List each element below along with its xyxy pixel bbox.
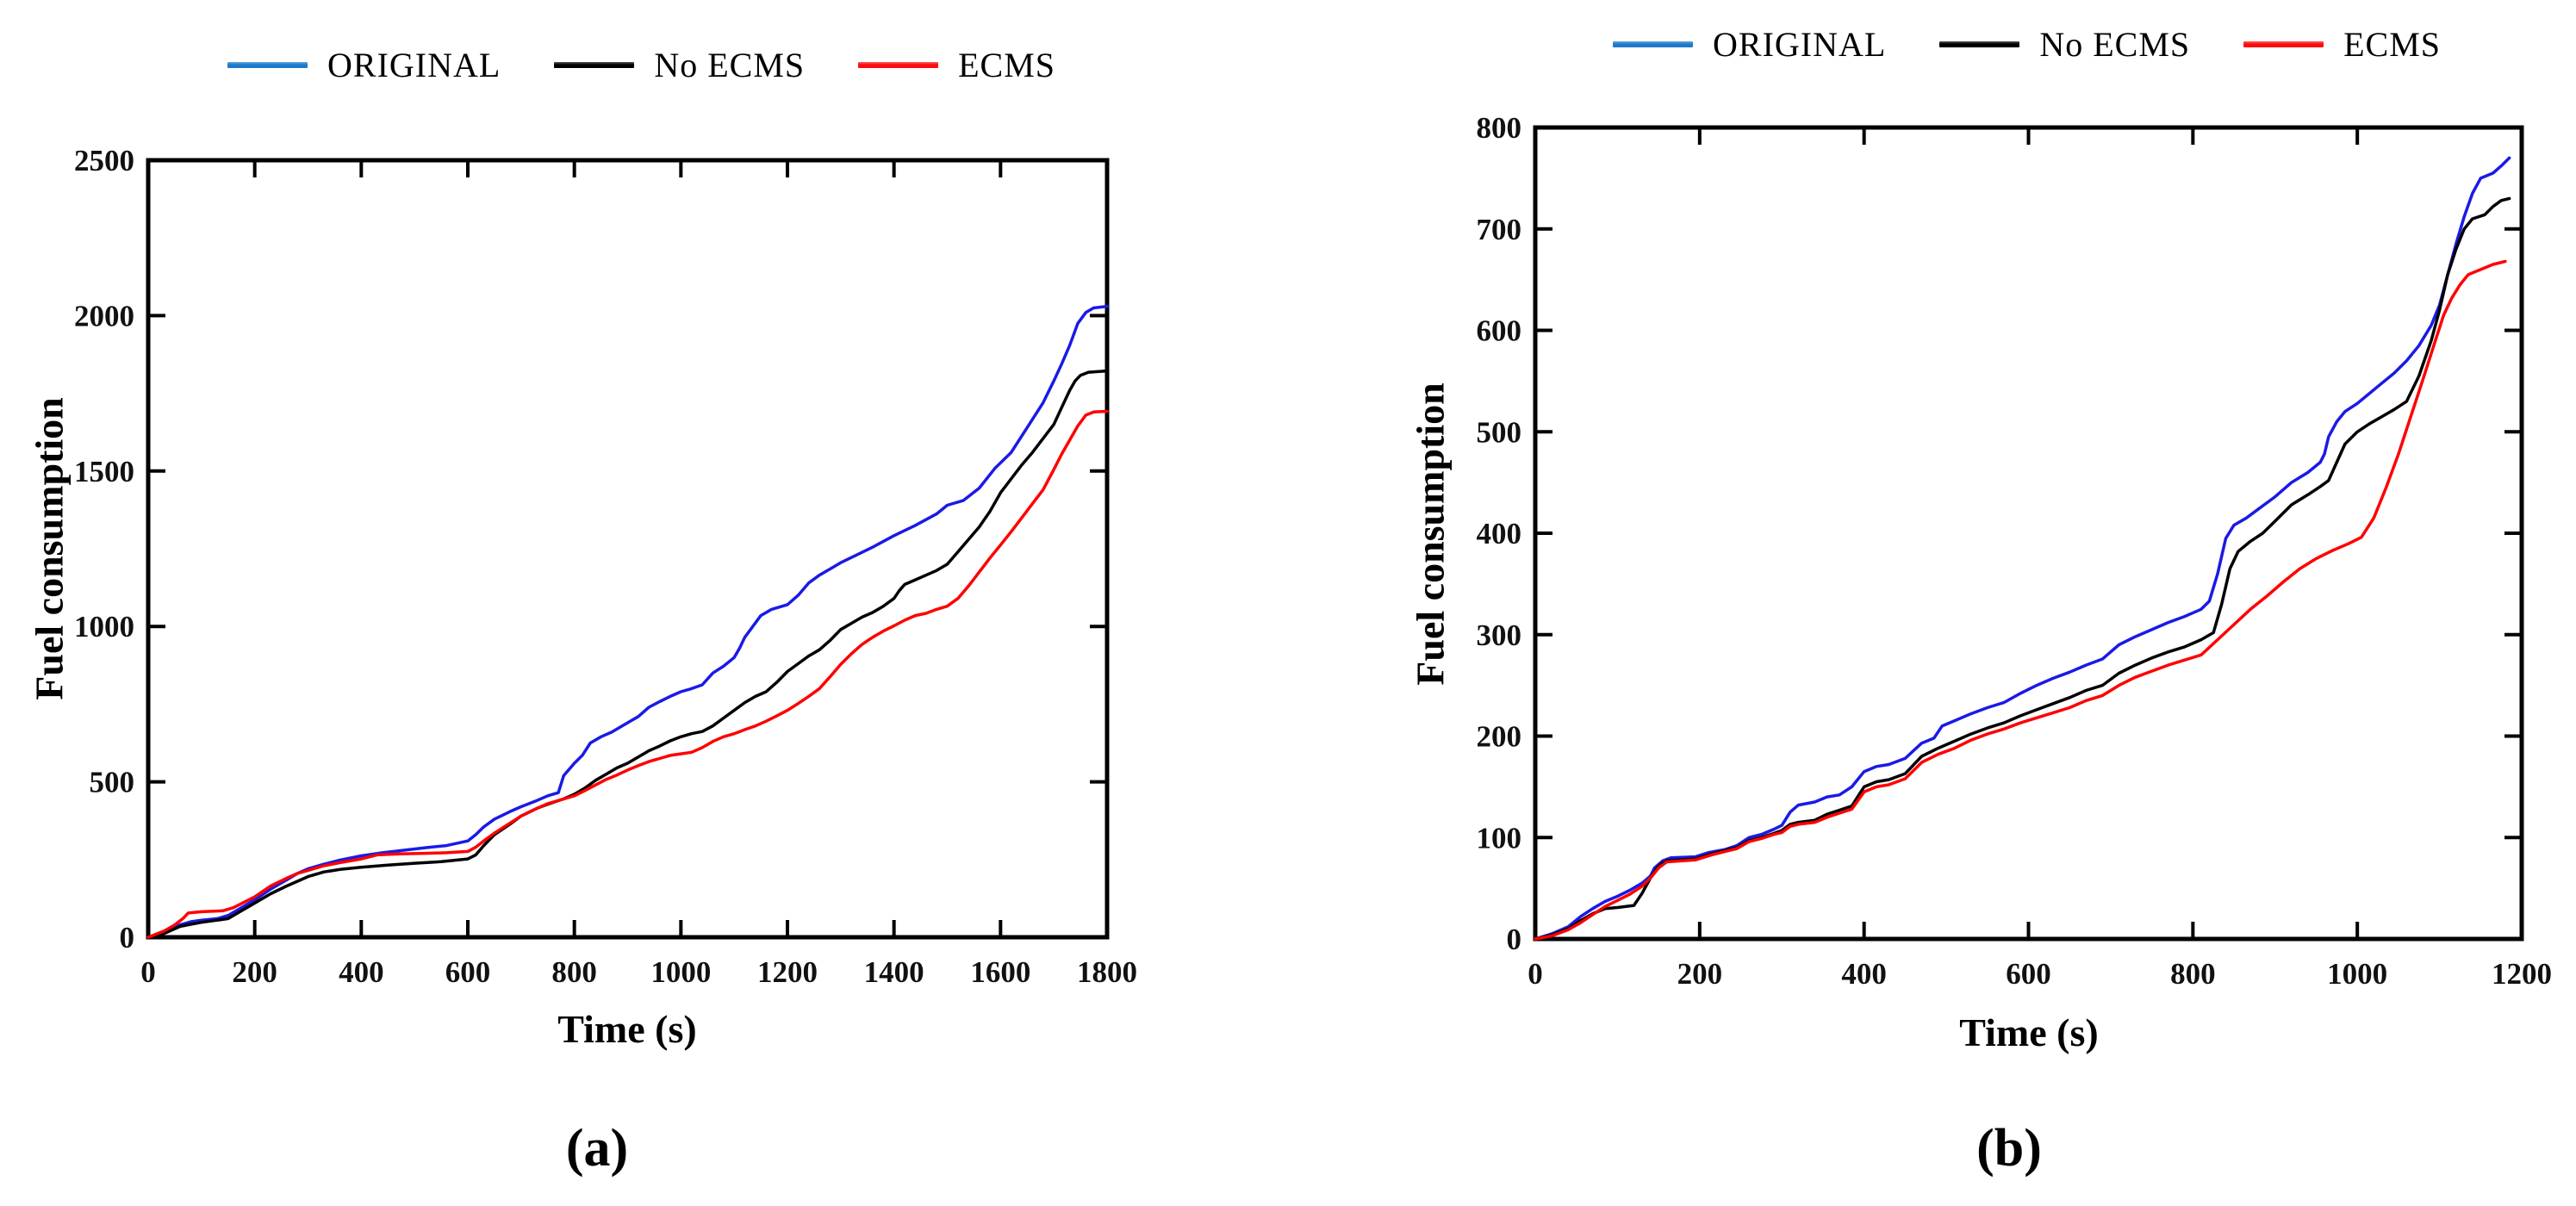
x-tick-label: 0 <box>1528 957 1543 991</box>
x-tick-label: 200 <box>1677 957 1723 991</box>
y-tick-label: 2000 <box>74 299 134 333</box>
x-tick-label: 800 <box>2170 957 2216 991</box>
y-tick-label: 100 <box>1477 821 1522 855</box>
legend-label: No ECMS <box>654 46 806 84</box>
plot-frame <box>1533 125 2524 942</box>
x-tick-label: 1200 <box>757 955 818 989</box>
legend-line-swatch <box>2243 41 2324 47</box>
x-tick-label: 400 <box>339 955 384 989</box>
legend-line-swatch <box>1613 41 1693 47</box>
series-line-no-ecms <box>1534 196 2511 941</box>
legend-label: No ECMS <box>2039 25 2191 64</box>
panel-caption-b: (b) <box>1976 1119 2042 1178</box>
x-tick-label: 600 <box>445 955 491 989</box>
series-line-no-ecms <box>146 369 1109 939</box>
y-tick-label: 500 <box>90 766 135 799</box>
y-axis-label-b: Fuel consumption <box>1408 382 1453 686</box>
x-axis-label-b: Time (s) <box>1959 1010 2099 1054</box>
legend-item-ecms: ECMS <box>858 45 1055 85</box>
x-tick-label: 1600 <box>970 955 1030 989</box>
y-tick-label: 800 <box>1477 111 1522 145</box>
legend-item-no-ecms: No ECMS <box>1939 24 2190 65</box>
legend-panel-a: ORIGINAL No ECMS ECMS <box>227 45 1055 85</box>
legend-item-original: ORIGINAL <box>1613 24 1886 65</box>
x-tick-label: 1200 <box>2492 957 2552 991</box>
x-tick-label: 1400 <box>864 955 924 989</box>
x-tick-label: 200 <box>232 955 277 989</box>
y-tick-label: 700 <box>1477 213 1522 246</box>
y-tick-label: 600 <box>1477 314 1522 348</box>
y-tick-label: 1500 <box>74 455 134 488</box>
legend-line-swatch <box>1939 41 2020 47</box>
x-axis-label-a: Time (s) <box>557 1007 697 1051</box>
series-line-ecms <box>1534 259 2507 941</box>
x-tick-label: 0 <box>140 955 156 989</box>
x-tick-label: 600 <box>2006 957 2051 991</box>
x-tick-label: 1000 <box>650 955 711 989</box>
plot-frame <box>146 158 1110 940</box>
series-line-original <box>1534 156 2511 941</box>
y-axis-label-a: Fuel consumption <box>27 397 72 700</box>
legend-item-ecms: ECMS <box>2243 24 2441 65</box>
y-tick-label: 2500 <box>74 144 134 177</box>
legend-label: ORIGINAL <box>327 46 501 84</box>
x-tick-label: 400 <box>1841 957 1887 991</box>
legend-line-swatch <box>554 62 635 68</box>
y-tick-label: 400 <box>1477 517 1522 550</box>
legend-line-swatch <box>858 62 939 68</box>
legend-label: ECMS <box>2343 25 2442 64</box>
y-tick-label: 300 <box>1477 619 1522 652</box>
series-line-ecms <box>146 409 1109 939</box>
legend-item-no-ecms: No ECMS <box>554 45 805 85</box>
legend-label: ORIGINAL <box>1713 25 1887 64</box>
legend-label: ECMS <box>958 46 1056 84</box>
legend-item-original: ORIGINAL <box>227 45 501 85</box>
y-tick-label: 200 <box>1477 720 1522 754</box>
panel-caption-a: (a) <box>565 1119 629 1178</box>
y-tick-label: 0 <box>1507 923 1522 956</box>
x-tick-label: 1000 <box>2327 957 2387 991</box>
series-line-original <box>146 304 1109 939</box>
y-tick-label: 1000 <box>74 610 134 643</box>
legend-line-swatch <box>227 62 308 68</box>
x-tick-label: 1800 <box>1077 955 1137 989</box>
y-tick-label: 0 <box>120 921 135 954</box>
legend-panel-b: ORIGINAL No ECMS ECMS <box>1613 24 2441 65</box>
x-tick-label: 800 <box>551 955 597 989</box>
y-tick-label: 500 <box>1477 415 1522 449</box>
